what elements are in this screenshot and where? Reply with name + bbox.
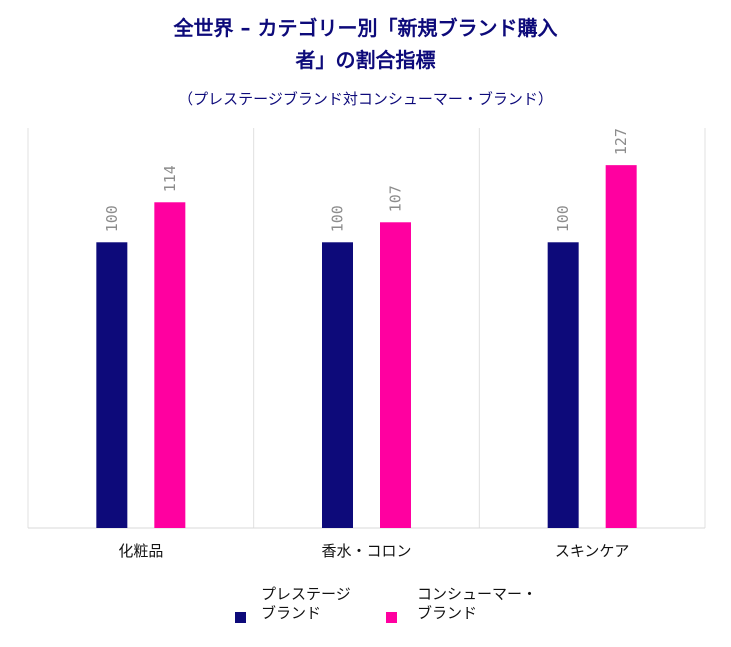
legend-item-prestige: プレステージ ブランド <box>235 585 351 623</box>
chart-subtitle: （プレステージブランド対コンシューマー・ブランド） <box>178 90 553 108</box>
category-label: スキンケア <box>555 542 630 560</box>
bar <box>547 242 579 529</box>
data-label: 114 <box>161 165 179 192</box>
chart-title: 全世界 – カテゴリー別「新規ブランド購入 者」の割合指標 <box>0 12 731 76</box>
legend-label: ブランド <box>417 604 478 622</box>
data-label: 127 <box>612 128 630 155</box>
bar <box>322 242 353 529</box>
title-line-1: 全世界 – カテゴリー別「新規ブランド購入 <box>173 16 558 40</box>
data-label: 100 <box>554 205 572 232</box>
legend-label: コンシューマー・ <box>417 585 538 603</box>
bar <box>605 165 637 528</box>
legend-item-consumer: コンシューマー・ ブランド <box>386 585 537 623</box>
legend-label: ブランド <box>261 604 322 622</box>
bar <box>96 242 128 529</box>
legend-swatch-consumer <box>386 612 397 623</box>
legend-label: プレステージ <box>261 585 351 603</box>
title-line-2: 者」の割合指標 <box>295 48 436 72</box>
bar <box>154 202 186 529</box>
data-label: 100 <box>103 205 121 232</box>
bar <box>380 222 411 529</box>
data-label: 100 <box>329 205 347 232</box>
category-label: 化粧品 <box>118 542 163 560</box>
category-label: 香水・コロン <box>321 542 411 560</box>
data-label: 107 <box>387 185 405 212</box>
legend-swatch-prestige <box>235 612 246 623</box>
